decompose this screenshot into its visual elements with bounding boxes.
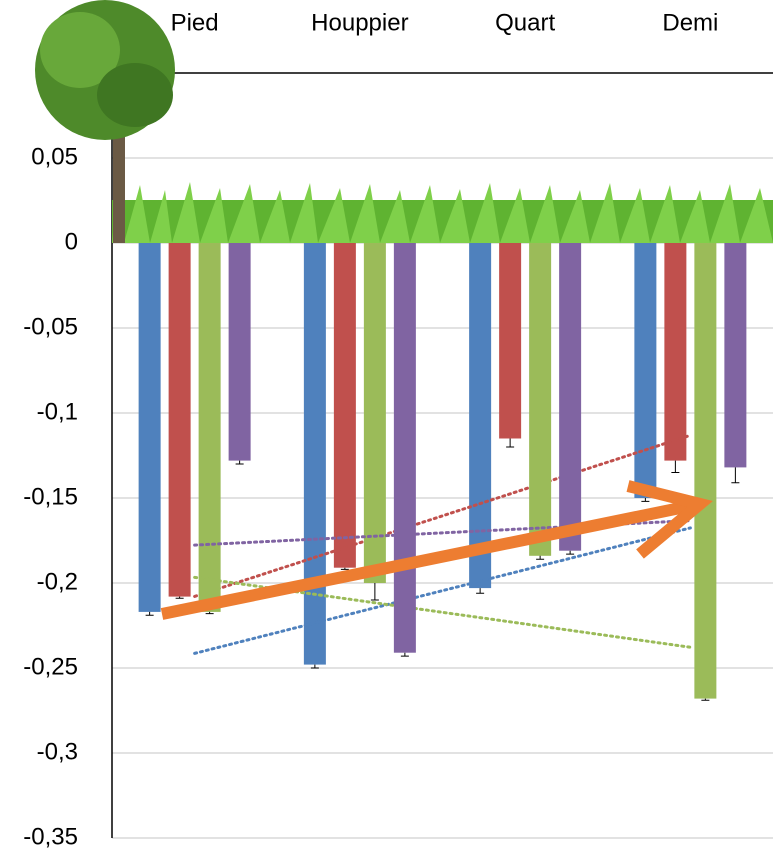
chart: -0,35 -0,3 -0,25 -0,2 -0,15 -0,1 -0,05 0 0,05 Pie…: [0, 0, 773, 857]
bar: [694, 243, 716, 699]
x-tick-label: Demi: [662, 9, 718, 36]
x-tick-label: Quart: [495, 9, 555, 36]
x-tick-label: Houppier: [311, 9, 408, 36]
error-bar: [476, 588, 484, 593]
error-bar: [701, 699, 709, 701]
error-bar: [176, 597, 184, 599]
error-bar: [566, 551, 574, 554]
bar: [499, 243, 521, 439]
bar: [229, 243, 251, 461]
error-bar: [506, 439, 514, 448]
error-bar: [536, 556, 544, 559]
y-tick-label: -0,35: [23, 823, 78, 850]
error-bar: [731, 467, 739, 482]
y-tick-label: -0,1: [37, 398, 78, 425]
bar: [724, 243, 746, 467]
tree-crown-dark: [97, 63, 173, 127]
plot: -0,35 -0,3 -0,25 -0,2 -0,15 -0,1 -0,05 0 0,05 Pie…: [23, 9, 773, 850]
error-bar: [671, 461, 679, 473]
y-tick-label: -0,3: [37, 738, 78, 765]
y-tick-label: 0,05: [31, 143, 78, 170]
error-bar: [401, 653, 409, 656]
bar: [364, 243, 386, 583]
error-bar: [341, 568, 349, 570]
bar: [634, 243, 656, 498]
grass: [112, 180, 773, 243]
bar: [469, 243, 491, 588]
bar: [169, 243, 191, 597]
y-tick-label: 0: [65, 228, 78, 255]
y-tick-label: -0,25: [23, 653, 78, 680]
error-bar: [236, 461, 244, 464]
y-tick-label: -0,05: [23, 313, 78, 340]
error-bar: [146, 612, 154, 615]
bar: [559, 243, 581, 551]
bar: [304, 243, 326, 665]
y-tick-label: -0,2: [37, 568, 78, 595]
error-bar: [371, 583, 379, 600]
bar: [139, 243, 161, 612]
bar: [664, 243, 686, 461]
y-tick-label: -0,15: [23, 483, 78, 510]
x-tick-label: Pied: [171, 9, 219, 36]
bar: [199, 243, 221, 612]
arrow: [162, 486, 700, 614]
bar: [394, 243, 416, 653]
error-bar: [206, 612, 214, 614]
bar: [334, 243, 356, 568]
bar: [529, 243, 551, 556]
